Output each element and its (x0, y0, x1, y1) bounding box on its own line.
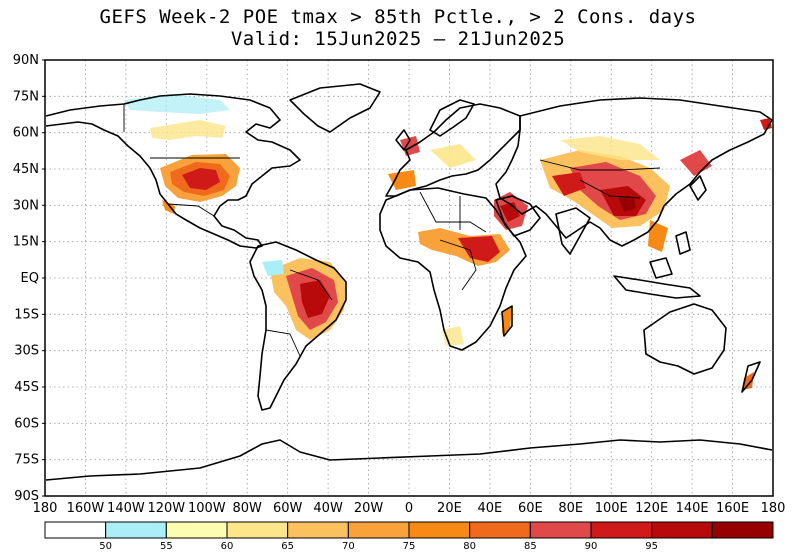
colorbar-label: 80 (463, 541, 476, 552)
latitude-label: 15S (14, 307, 39, 322)
latitude-labels: 90N 75N 60N 45N 30N 15N EQ 15S 30S 45S 60S 75S 90S (13, 53, 45, 504)
coast-borneo (649, 257, 673, 279)
heat-canada (124, 94, 230, 114)
longitude-label: 100W (188, 501, 226, 516)
longitude-label: 20E (437, 501, 462, 516)
colorbar-swatch (287, 521, 349, 539)
longitude-label: 160E (716, 501, 749, 516)
coast-south-america (249, 241, 347, 411)
longitude-label: 180 (33, 501, 58, 516)
border-us-mexico (167, 203, 215, 217)
longitude-label: 60E (518, 501, 543, 516)
coast-new-zealand (741, 361, 761, 393)
colorbar-label: 85 (524, 541, 537, 552)
border-north-africa (419, 191, 487, 233)
latitude-label: 45S (14, 380, 39, 395)
coast-philippines (675, 231, 691, 255)
coast-north-america (45, 93, 301, 249)
longitude-label: 100E (595, 501, 628, 516)
heat-usa (150, 120, 240, 214)
border-argentina (265, 329, 301, 357)
colorbar-swatch (408, 521, 471, 539)
colorbar-label: 50 (99, 541, 112, 552)
longitude-label: 140E (676, 501, 709, 516)
latitude-label: 15N (13, 235, 39, 250)
latitude-label: 60S (14, 416, 39, 431)
colorbar-label: 70 (342, 541, 355, 552)
map-title-line2: Valid: 15Jun2025 — 21Jun2025 (230, 28, 566, 50)
longitude-label: 0 (405, 501, 413, 516)
colorbar-swatch (711, 521, 774, 539)
coastlines (45, 83, 773, 481)
colorbar-label: 65 (281, 541, 294, 552)
border-brazil (289, 269, 333, 301)
colorbar-swatch (590, 521, 653, 539)
colorbar-swatch (226, 521, 289, 539)
coast-antarctica (45, 439, 773, 481)
longitude-label: 40E (478, 501, 503, 516)
longitude-label: 40W (313, 501, 343, 516)
colorbar-swatch (529, 521, 592, 539)
latitude-label: 60N (13, 126, 39, 141)
longitude-label: 80W (233, 501, 263, 516)
latitude-label: 30S (14, 344, 39, 359)
coast-indonesia (613, 275, 701, 299)
heat-europe (400, 118, 772, 168)
coast-arabia (495, 195, 541, 237)
coast-africa (379, 187, 527, 351)
coast-madagascar (501, 305, 513, 337)
latitude-label: 90N (13, 53, 39, 68)
colorbar-swatch (651, 521, 713, 539)
longitude-label: 60W (273, 501, 303, 516)
colorbar-swatch (469, 521, 531, 539)
latitude-label: 45N (13, 162, 39, 177)
latitude-label: EQ (21, 271, 39, 286)
colorbar-label: 60 (221, 541, 234, 552)
colorbar-swatch (105, 521, 167, 539)
longitude-labels: 180 160W 140W 120W 100W 80W 60W 40W 20W 0 20E 40E 60… (33, 501, 786, 516)
colorbar-label: 95 (645, 541, 658, 552)
longitude-label: 180 (761, 501, 786, 516)
colorbar-swatch (165, 521, 228, 539)
latitude-label: 75S (14, 453, 39, 468)
graticule (45, 60, 773, 496)
colorbar-swatch (44, 521, 107, 539)
colorbar-label: 75 (403, 541, 416, 552)
country-borders (123, 104, 661, 357)
coast-greenland (289, 83, 381, 133)
coast-india (555, 207, 591, 255)
coast-japan (689, 175, 707, 201)
coast-australia (643, 303, 727, 375)
colorbar-label: 55 (160, 541, 173, 552)
latitude-label: 90S (14, 489, 39, 504)
colorbar-swatch (347, 521, 410, 539)
map-title-line1: GEFS Week-2 POE tmax > 85th Pctle., > 2 … (99, 6, 697, 28)
longitude-label: 120E (635, 501, 668, 516)
colorbar-label: 90 (585, 541, 598, 552)
longitude-label: 160W (67, 501, 105, 516)
longitude-label: 120W (147, 501, 185, 516)
border-china-north (539, 159, 661, 171)
coast-asia (495, 97, 773, 247)
longitude-label: 140W (107, 501, 145, 516)
latitude-label: 30N (13, 198, 39, 213)
latitude-label: 75N (13, 89, 39, 104)
longitude-label: 80E (558, 501, 583, 516)
colorbar: 50 55 60 65 70 75 80 85 90 95 (44, 521, 774, 552)
border-central-africa (439, 239, 477, 291)
coast-scandinavia (429, 99, 475, 137)
heat-new-zealand (742, 372, 754, 390)
border-china-south (579, 179, 641, 199)
heat-brazil (262, 258, 346, 340)
coast-uk (395, 129, 411, 151)
longitude-label: 20W (354, 501, 384, 516)
